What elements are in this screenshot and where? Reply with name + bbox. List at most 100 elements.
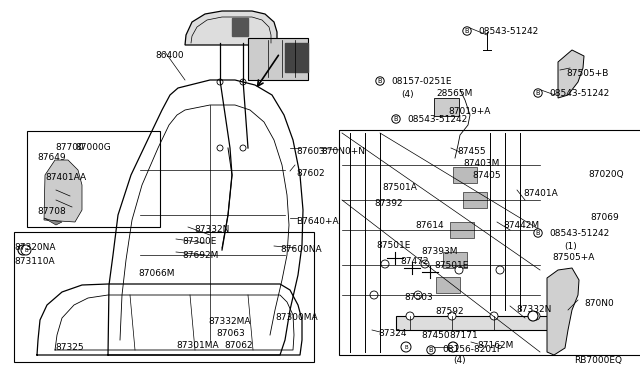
Circle shape: [532, 312, 540, 320]
Text: 87063: 87063: [216, 328, 244, 337]
Circle shape: [414, 291, 422, 299]
Text: B: B: [378, 78, 382, 84]
Circle shape: [381, 260, 389, 268]
Text: 08157-0251E: 08157-0251E: [391, 77, 451, 86]
Text: 87301MA: 87301MA: [176, 340, 219, 350]
Text: 870N0: 870N0: [584, 298, 614, 308]
Text: 87649: 87649: [37, 154, 66, 163]
Text: 87700: 87700: [55, 144, 84, 153]
Text: 87442M: 87442M: [503, 221, 539, 230]
Text: 87392: 87392: [374, 199, 403, 208]
Text: 87300E: 87300E: [182, 237, 216, 247]
Text: 87401AA: 87401AA: [45, 173, 86, 183]
Bar: [339, 130, 640, 355]
Text: 08543-51242: 08543-51242: [478, 26, 538, 35]
Bar: [14, 232, 314, 362]
Text: B: B: [465, 28, 469, 34]
Text: 87019+A: 87019+A: [448, 106, 490, 115]
Text: (1): (1): [564, 241, 577, 250]
Polygon shape: [443, 252, 467, 268]
Text: 87450: 87450: [421, 330, 450, 340]
Text: 86400: 86400: [155, 51, 184, 60]
Circle shape: [240, 145, 246, 151]
Text: 87472: 87472: [400, 257, 429, 266]
Polygon shape: [232, 18, 248, 36]
Text: 28565M: 28565M: [436, 90, 472, 99]
Text: 08543-51242: 08543-51242: [549, 228, 609, 237]
Text: 87000G: 87000G: [75, 144, 111, 153]
Circle shape: [370, 291, 378, 299]
Circle shape: [455, 266, 463, 274]
Text: 87332MA: 87332MA: [208, 317, 250, 326]
Bar: [434, 98, 459, 116]
Polygon shape: [463, 192, 487, 208]
Circle shape: [528, 311, 538, 321]
Polygon shape: [450, 222, 474, 238]
Bar: [27, 131, 160, 227]
Text: B: B: [536, 230, 540, 236]
Circle shape: [406, 312, 414, 320]
Text: 87332N: 87332N: [516, 305, 552, 314]
Bar: [248, 38, 308, 80]
Text: 87708: 87708: [37, 206, 66, 215]
Text: 87020Q: 87020Q: [588, 170, 623, 180]
Text: B: B: [536, 90, 540, 96]
Text: 87062: 87062: [224, 340, 253, 350]
Circle shape: [448, 342, 458, 352]
Text: 87602: 87602: [296, 170, 324, 179]
Text: 87069: 87069: [590, 214, 619, 222]
Text: 08543-51242: 08543-51242: [549, 89, 609, 97]
Polygon shape: [558, 50, 584, 98]
Text: 87300MA: 87300MA: [275, 314, 317, 323]
Text: 873110A: 873110A: [14, 257, 54, 266]
Text: 87405: 87405: [472, 171, 500, 180]
Text: B: B: [24, 248, 28, 253]
Text: 87171: 87171: [449, 330, 477, 340]
Circle shape: [18, 245, 28, 255]
Polygon shape: [436, 277, 460, 293]
Text: 87401A: 87401A: [523, 189, 557, 198]
Circle shape: [496, 266, 504, 274]
Text: 87692M: 87692M: [182, 250, 218, 260]
Text: 87501E: 87501E: [434, 260, 468, 269]
Circle shape: [421, 260, 429, 268]
Text: (4): (4): [401, 90, 413, 99]
Circle shape: [490, 312, 498, 320]
Circle shape: [240, 79, 246, 85]
Text: 87403M: 87403M: [463, 158, 499, 167]
Text: 87505+B: 87505+B: [566, 68, 609, 77]
Text: B: B: [429, 347, 433, 353]
Polygon shape: [44, 160, 82, 222]
Text: 87325: 87325: [55, 343, 84, 352]
Polygon shape: [44, 218, 62, 225]
Polygon shape: [453, 167, 477, 183]
Text: 87066M: 87066M: [138, 269, 175, 278]
Text: 87501A: 87501A: [382, 183, 417, 192]
Text: 87455: 87455: [457, 147, 486, 155]
Text: RB7000EQ: RB7000EQ: [574, 356, 622, 365]
Circle shape: [401, 342, 411, 352]
Text: 87614: 87614: [415, 221, 444, 230]
Text: 87501E: 87501E: [376, 241, 410, 250]
Text: 87162M: 87162M: [477, 340, 513, 350]
Polygon shape: [547, 268, 579, 355]
Text: 87600NA: 87600NA: [280, 244, 322, 253]
Text: 08543-51242: 08543-51242: [407, 115, 467, 124]
Text: 87503: 87503: [404, 294, 433, 302]
Circle shape: [448, 312, 456, 320]
Text: 87320NA: 87320NA: [14, 244, 56, 253]
Bar: [396, 316, 561, 330]
Polygon shape: [185, 11, 277, 45]
Text: 87505+A: 87505+A: [552, 253, 595, 263]
Circle shape: [21, 245, 31, 255]
Polygon shape: [285, 43, 308, 72]
Text: B7640+A: B7640+A: [296, 217, 339, 225]
Text: 87592: 87592: [435, 307, 463, 315]
Text: 870N0+N: 870N0+N: [321, 147, 365, 155]
Circle shape: [217, 145, 223, 151]
Text: 87393M: 87393M: [421, 247, 458, 256]
Text: (4): (4): [453, 356, 466, 366]
Text: B: B: [404, 345, 408, 350]
Text: 08156-8201F: 08156-8201F: [442, 346, 502, 355]
Text: 87332N: 87332N: [194, 225, 229, 234]
